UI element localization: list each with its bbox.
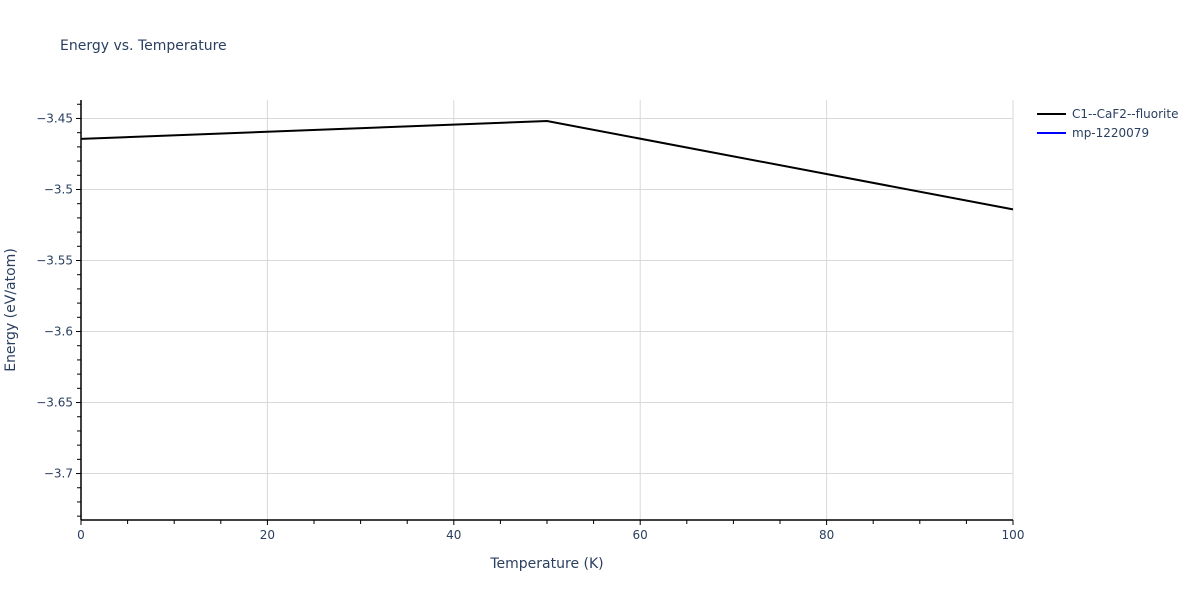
y-tick-label: −3.45 bbox=[36, 111, 73, 125]
legend-label: mp-1220079 bbox=[1072, 126, 1149, 140]
series-line bbox=[80, 120, 1014, 211]
y-tick-label: −3.65 bbox=[36, 396, 73, 410]
x-tick-label: 60 bbox=[633, 528, 648, 542]
x-tick-label: 0 bbox=[77, 528, 85, 542]
x-axis-title: Temperature (K) bbox=[489, 556, 603, 572]
legend[interactable]: C1--CaF2--fluorite mp-1220079 bbox=[1037, 107, 1178, 140]
data-series bbox=[80, 120, 1014, 211]
y-tick-label: −3.5 bbox=[44, 182, 73, 196]
y-tick-label: −3.55 bbox=[36, 254, 73, 268]
x-tick-label: 20 bbox=[260, 528, 275, 542]
legend-item[interactable]: mp-1220079 bbox=[1037, 126, 1149, 140]
grid-lines bbox=[81, 100, 1014, 520]
axes: 0 20 40 60 80 100 −3.45 −3.5 −3.55 −3.6 −3.65 −3.7 bbox=[36, 100, 1024, 542]
x-tick-label: 100 bbox=[1002, 528, 1025, 542]
y-tick-label: −3.6 bbox=[44, 325, 73, 339]
y-tick-label: −3.7 bbox=[44, 467, 73, 481]
x-tick-label: 80 bbox=[819, 528, 834, 542]
legend-item[interactable]: C1--CaF2--fluorite bbox=[1037, 107, 1178, 121]
x-tick-label: 40 bbox=[446, 528, 461, 542]
legend-label: C1--CaF2--fluorite bbox=[1072, 107, 1178, 121]
y-axis-title: Energy (eV/atom) bbox=[3, 248, 19, 372]
chart-title: Energy vs. Temperature bbox=[60, 38, 227, 54]
